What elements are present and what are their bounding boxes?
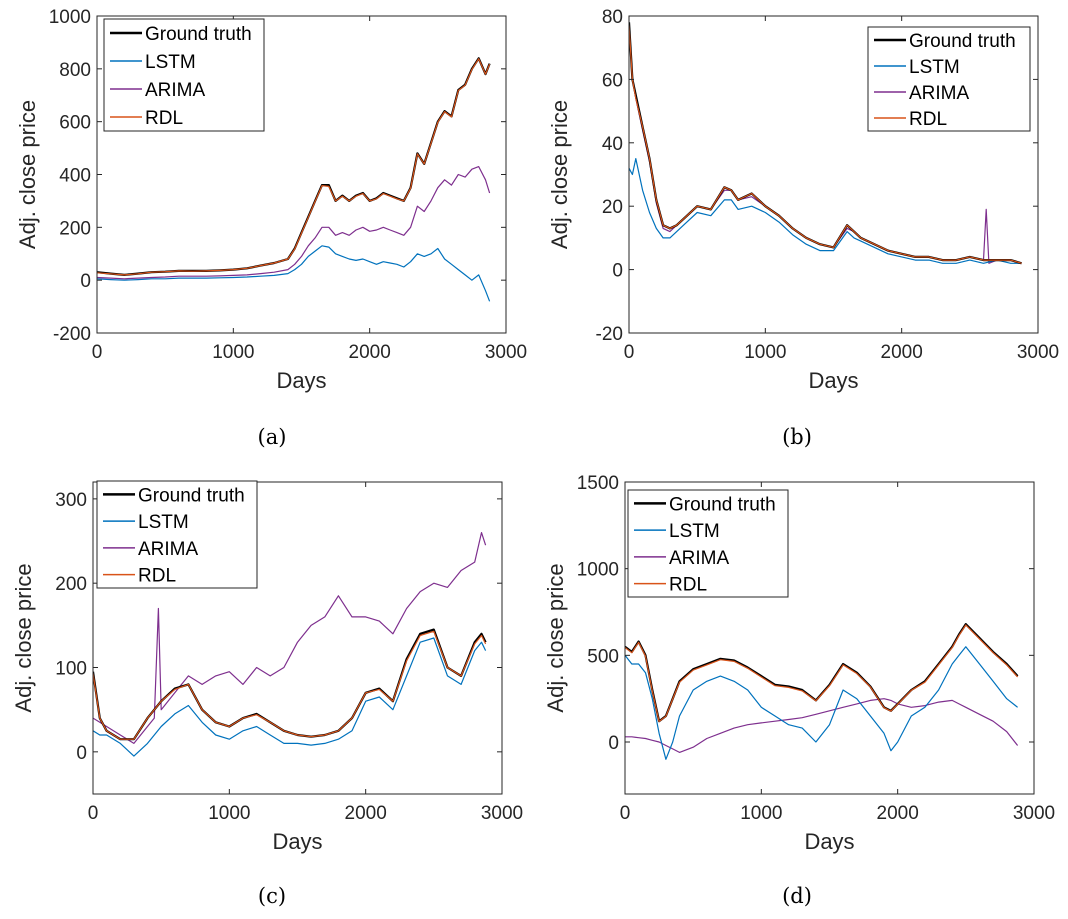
legend: Ground truth LSTM ARIMA RDL — [96, 480, 258, 589]
series-group — [93, 531, 487, 757]
y-tick-label: 0 — [76, 743, 87, 764]
y-tick-label: 40 — [602, 134, 623, 155]
series-line-rdl — [97, 58, 491, 276]
legend-label: Ground truth — [138, 485, 245, 506]
x-axis-label: Days — [272, 829, 322, 854]
y-tick-label: 60 — [602, 70, 623, 91]
chart-panel-0: 0 1000 2000 3000-20002004006008001000DaysAd… — [15, 7, 527, 449]
chart-panel-3: 0 1000 2000 3000 0 500 1000 1500 Days Adj. close … — [543, 473, 1055, 908]
y-tick-label: 600 — [59, 113, 91, 134]
legend-label: ARIMA — [138, 539, 199, 560]
series-line-rdl — [625, 624, 1019, 723]
x-tick-label: 2000 — [345, 803, 387, 824]
panel-caption: (c) — [258, 884, 286, 908]
y-tick-label: 200 — [59, 218, 91, 239]
y-axis-label: Adj. close price — [543, 563, 568, 712]
legend-label: Ground truth — [909, 31, 1016, 52]
x-tick-label: 0 — [624, 342, 635, 363]
y-tick-label: 1500 — [577, 473, 619, 494]
x-tick-label: 2000 — [881, 342, 923, 363]
panel-caption: (b) — [782, 425, 812, 449]
x-tick-label: 0 — [88, 803, 99, 824]
y-axis-label: Adj. close price — [15, 100, 40, 249]
legend-label: ARIMA — [669, 548, 730, 569]
legend: Ground truth LSTM ARIMA RDL — [627, 489, 789, 598]
x-tick-label: 1000 — [208, 803, 250, 824]
y-tick-label: 500 — [587, 646, 619, 667]
x-tick-label: 3000 — [1017, 342, 1059, 363]
series-group — [629, 22, 1022, 265]
series-line-lstm — [629, 158, 1022, 264]
legend-label: RDL — [138, 566, 176, 587]
legend-box — [103, 18, 265, 132]
legend: Ground truth LSTM ARIMA RDL — [103, 18, 265, 132]
y-tick-label: 300 — [55, 490, 87, 511]
y-tick-label: 1000 — [577, 560, 619, 581]
y-tick-label: 80 — [602, 7, 623, 28]
y-tick-label: 800 — [59, 60, 91, 81]
legend-label: RDL — [145, 108, 183, 129]
x-tick-label: 2000 — [349, 342, 391, 363]
axes-box — [92, 481, 503, 795]
y-tick-label: 0 — [612, 261, 623, 282]
series-line-lstm — [625, 646, 1018, 760]
legend-label: ARIMA — [145, 80, 206, 101]
x-tick-label: 3000 — [485, 342, 527, 363]
legend-label: LSTM — [909, 57, 960, 78]
y-tick-label: -20 — [596, 324, 623, 345]
y-tick-label: 100 — [55, 659, 87, 680]
y-tick-label: 0 — [80, 271, 91, 292]
x-axis-label: Days — [808, 368, 858, 393]
y-axis-label: Adj. close price — [11, 563, 36, 712]
x-tick-label: 0 — [92, 342, 103, 363]
y-tick-label: 20 — [602, 197, 623, 218]
x-tick-label: 0 — [620, 803, 631, 824]
x-tick-label: 3000 — [481, 803, 523, 824]
series-group — [625, 622, 1019, 760]
axes-box — [628, 15, 1039, 334]
legend-label: LSTM — [145, 52, 196, 73]
x-tick-label: 1000 — [744, 342, 786, 363]
y-axis-label: Adj. close price — [547, 100, 572, 249]
axes-box — [624, 481, 1035, 795]
series-line-arima — [97, 166, 491, 280]
series-line-arima — [93, 531, 487, 745]
series-line-rdl — [93, 630, 487, 740]
y-tick-label: -200 — [53, 324, 91, 345]
y-tick-label: 200 — [55, 574, 87, 595]
legend-label: RDL — [909, 109, 947, 130]
series-line-rdl — [629, 25, 1022, 264]
x-axis-label: Days — [276, 368, 326, 393]
legend-box — [867, 26, 1031, 132]
series-group — [97, 57, 491, 302]
legend-label: ARIMA — [909, 83, 970, 104]
legend: Ground truth LSTM ARIMA RDL — [867, 26, 1031, 132]
series-line-arima — [625, 698, 1019, 754]
x-tick-label: 3000 — [1013, 803, 1055, 824]
legend-label: Ground truth — [145, 24, 252, 45]
legend-label: LSTM — [669, 521, 720, 542]
chart-panel-2: 0 1000 2000 3000 0 100 200 300 Days Adj. close pr… — [11, 480, 523, 908]
y-tick-label: 400 — [59, 166, 91, 187]
legend-box — [627, 489, 789, 598]
y-tick-label: 0 — [608, 733, 619, 754]
legend-label: LSTM — [138, 512, 189, 533]
series-line-lstm — [93, 637, 487, 757]
x-tick-label: 1000 — [740, 803, 782, 824]
panel-caption: (a) — [258, 425, 287, 449]
x-tick-label: 2000 — [877, 803, 919, 824]
panel-caption: (d) — [782, 884, 812, 908]
legend-label: Ground truth — [669, 494, 776, 515]
x-axis-label: Days — [804, 829, 854, 854]
y-tick-label: 1000 — [49, 7, 91, 28]
legend-label: RDL — [669, 575, 707, 596]
series-line-lstm — [97, 245, 491, 302]
x-tick-label: 1000 — [212, 342, 254, 363]
legend-box — [96, 480, 258, 589]
